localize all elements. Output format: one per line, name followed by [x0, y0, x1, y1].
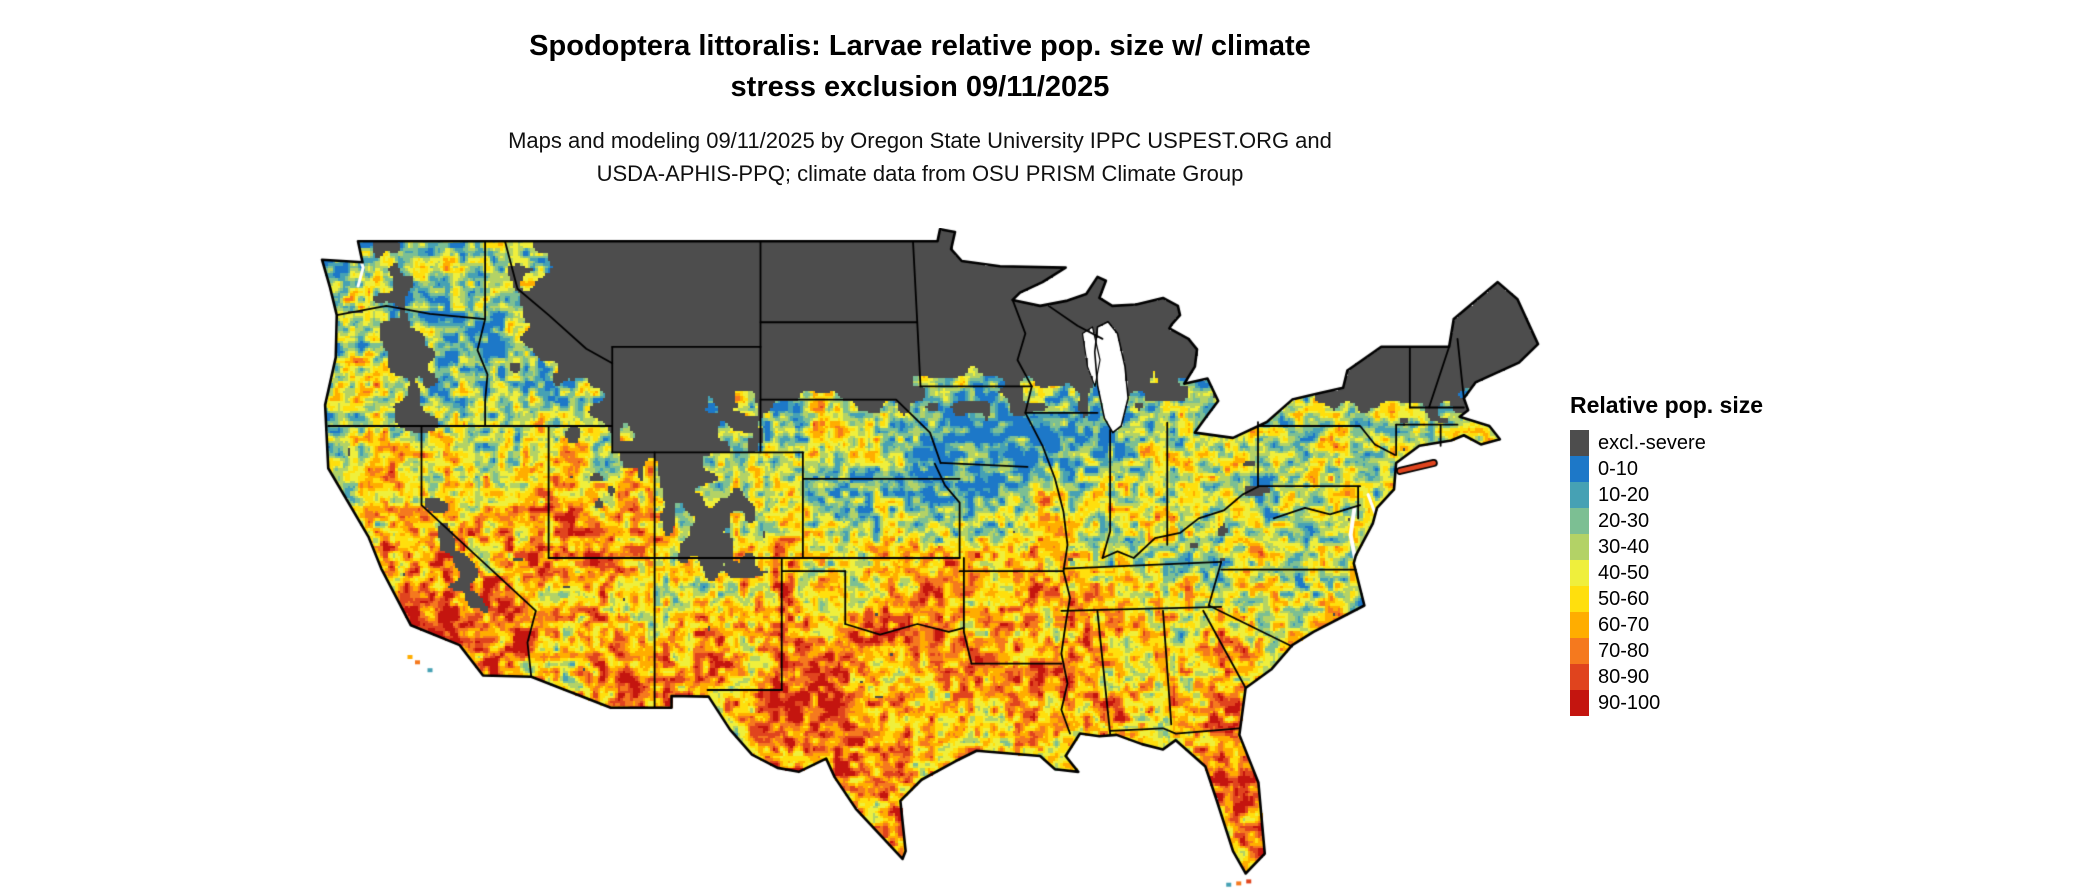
legend-title: Relative pop. size: [1570, 392, 1764, 418]
legend-item: 90-100: [1570, 690, 1763, 716]
legend-label: 30-40: [1598, 535, 1650, 558]
legend-swatch: [1570, 638, 1589, 664]
legend-label: 10-20: [1598, 483, 1650, 506]
legend-swatch: [1570, 534, 1589, 560]
legend-swatch: [1570, 560, 1589, 586]
legend-label: excl.-severe: [1598, 431, 1706, 454]
legend-items: excl.-severe 0-10 10-20 20-30 30-40 40-50 50-6…: [1570, 430, 1763, 716]
legend-label: 80-90: [1598, 665, 1650, 688]
legend-label: 50-60: [1598, 587, 1650, 610]
legend-item: 60-70: [1570, 612, 1763, 638]
legend-label: 20-30: [1598, 509, 1650, 532]
legend-item: 30-40: [1570, 534, 1763, 560]
figure-subtitle-line1: Maps and modeling 09/11/2025 by Oregon S…: [508, 128, 1332, 153]
legend-swatch: [1570, 664, 1589, 690]
figure-header: Spodoptera littoralis: Larvae relative p…: [0, 26, 1840, 190]
legend-swatch: [1570, 482, 1589, 508]
figure-title: Spodoptera littoralis: Larvae relative p…: [0, 26, 1840, 108]
legend-label: 40-50: [1598, 561, 1650, 584]
legend-item: 10-20: [1570, 482, 1763, 508]
us-relative-pop-map-canvas: [305, 228, 1555, 888]
legend-swatch: [1570, 508, 1589, 534]
figure-subtitle: Maps and modeling 09/11/2025 by Oregon S…: [0, 124, 1840, 190]
legend-item: 20-30: [1570, 508, 1763, 534]
legend-item: 40-50: [1570, 560, 1763, 586]
legend-swatch: [1570, 456, 1589, 482]
legend-label: 90-100: [1598, 691, 1661, 714]
legend-item: 70-80: [1570, 638, 1763, 664]
legend-label: 60-70: [1598, 613, 1650, 636]
legend-item: 50-60: [1570, 586, 1763, 612]
figure-title-line2: stress exclusion 09/11/2025: [730, 71, 1110, 103]
legend-swatch: [1570, 612, 1589, 638]
figure-title-line1: Spodoptera littoralis: Larvae relative p…: [529, 30, 1311, 62]
legend-label: 0-10: [1598, 457, 1639, 480]
legend-item: excl.-severe: [1570, 430, 1763, 456]
legend-swatch: [1570, 690, 1589, 716]
legend-label: 70-80: [1598, 639, 1650, 662]
map-legend: Relative pop. size excl.-severe 0-10 10-20…: [1570, 392, 1763, 716]
figure-subtitle-line2: USDA-APHIS-PPQ; climate data from OSU PR…: [596, 161, 1244, 186]
legend-item: 80-90: [1570, 664, 1763, 690]
legend-swatch: [1570, 430, 1589, 456]
legend-swatch: [1570, 586, 1589, 612]
legend-item: 0-10: [1570, 456, 1763, 482]
